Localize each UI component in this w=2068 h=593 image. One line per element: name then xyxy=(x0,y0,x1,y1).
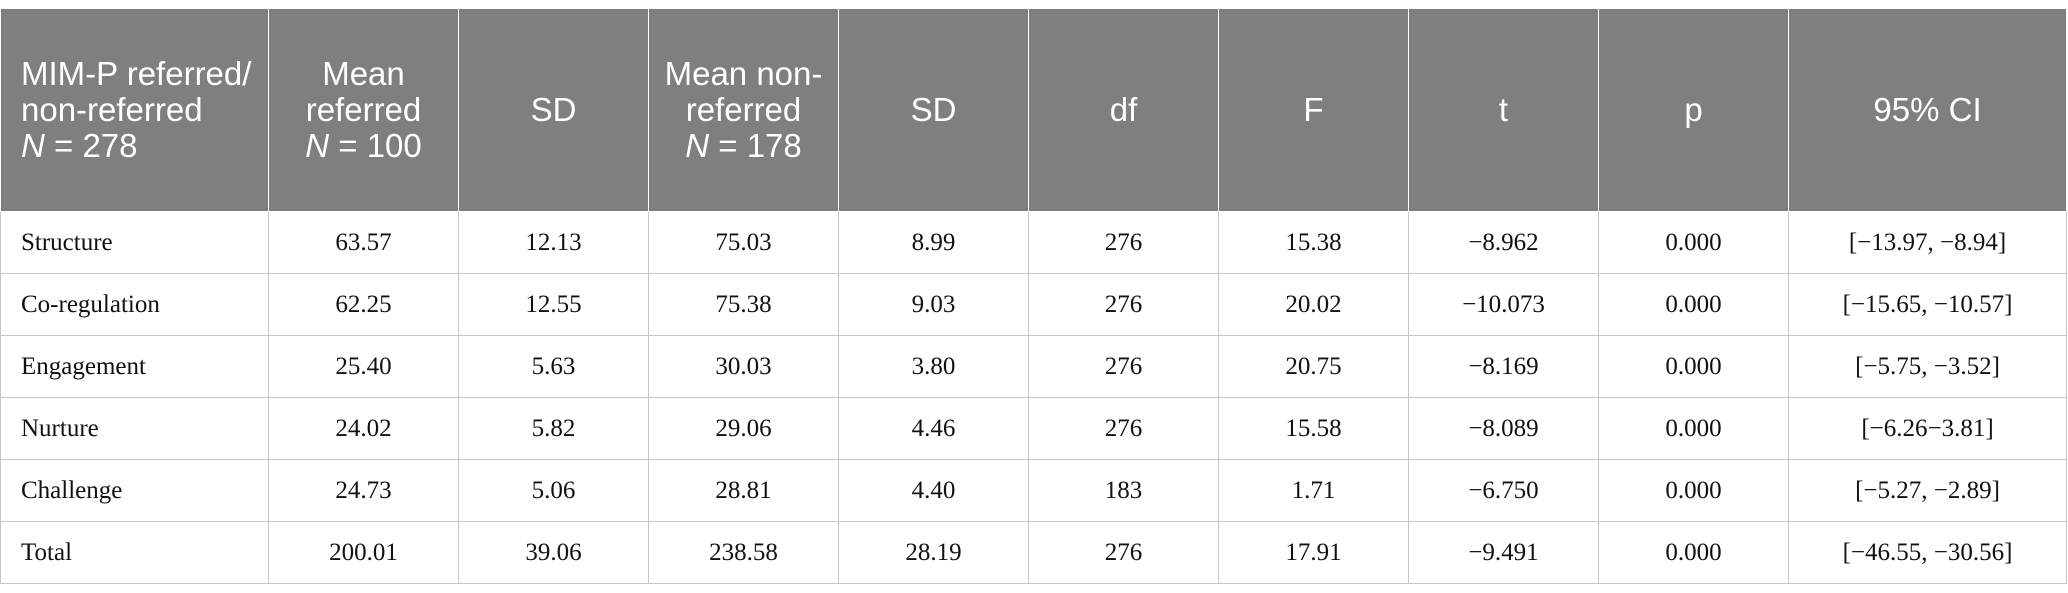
cell: 0.000 xyxy=(1598,397,1789,460)
cell: 30.03 xyxy=(648,335,839,398)
header-row: MIM-P referred/ non-referred N = 278 Mean … xyxy=(0,9,2067,212)
cell: 5.06 xyxy=(458,459,649,522)
cell: 25.40 xyxy=(268,335,459,398)
header-text: MIM-P referred/ non-referred xyxy=(21,55,252,128)
row-label: Nurture xyxy=(0,397,269,460)
header-text: p xyxy=(1684,91,1703,128)
header-cell: F xyxy=(1218,9,1409,212)
cell: −8.089 xyxy=(1408,397,1599,460)
cell: [−46.55, −30.56] xyxy=(1788,521,2067,584)
header-cell: MIM-P referred/ non-referred N = 278 xyxy=(0,9,269,212)
header-text: SD xyxy=(530,91,577,128)
results-table: MIM-P referred/ non-referred N = 278 Mean … xyxy=(0,9,2067,584)
header-text: F xyxy=(1303,91,1324,128)
header-text: Mean non-referred xyxy=(664,55,823,128)
cell: 17.91 xyxy=(1218,521,1409,584)
cell: 12.55 xyxy=(458,273,649,336)
header-text: SD xyxy=(910,91,957,128)
cell: 4.46 xyxy=(838,397,1029,460)
cell: 5.82 xyxy=(458,397,649,460)
table-row: Total 200.01 39.06 238.58 28.19 276 17.91 −9.49… xyxy=(0,521,2067,584)
header-cell: t xyxy=(1408,9,1599,212)
table-row: Nurture 24.02 5.82 29.06 4.46 276 15.58 −8.089 0… xyxy=(0,397,2067,460)
cell: 12.13 xyxy=(458,211,649,274)
cell: 0.000 xyxy=(1598,521,1789,584)
cell: −6.750 xyxy=(1408,459,1599,522)
cell: 75.38 xyxy=(648,273,839,336)
sample-size: = 278 xyxy=(54,127,138,164)
cell: 9.03 xyxy=(838,273,1029,336)
cell: 20.02 xyxy=(1218,273,1409,336)
cell: −8.962 xyxy=(1408,211,1599,274)
cell: 20.75 xyxy=(1218,335,1409,398)
sample-symbol: N xyxy=(21,127,45,164)
cell: [−5.75, −3.52] xyxy=(1788,335,2067,398)
cell: −8.169 xyxy=(1408,335,1599,398)
header-text: Mean referred xyxy=(305,55,422,128)
table-row: Challenge 24.73 5.06 28.81 4.40 183 1.71 −6.750… xyxy=(0,459,2067,522)
cell: 276 xyxy=(1028,273,1219,336)
cell: 28.19 xyxy=(838,521,1029,584)
cell: [−13.97, −8.94] xyxy=(1788,211,2067,274)
cell: 0.000 xyxy=(1598,273,1789,336)
row-label: Challenge xyxy=(0,459,269,522)
sample-symbol: N xyxy=(685,127,710,164)
cell: 183 xyxy=(1028,459,1219,522)
cell: 28.81 xyxy=(648,459,839,522)
cell: 276 xyxy=(1028,211,1219,274)
cell: 4.40 xyxy=(838,459,1029,522)
cell: [−6.26−3.81] xyxy=(1788,397,2067,460)
cell: 15.58 xyxy=(1218,397,1409,460)
row-label: Total xyxy=(0,521,269,584)
cell: 200.01 xyxy=(268,521,459,584)
cell: 8.99 xyxy=(838,211,1029,274)
table-row: Structure 63.57 12.13 75.03 8.99 276 15.38 −8.9… xyxy=(0,211,2067,274)
header-cell: p xyxy=(1598,9,1789,212)
cell: −10.073 xyxy=(1408,273,1599,336)
cell: −9.491 xyxy=(1408,521,1599,584)
cell: 276 xyxy=(1028,335,1219,398)
header-cell: Mean non-referred N = 178 xyxy=(648,9,839,212)
cell: 276 xyxy=(1028,521,1219,584)
table-wrapper: MIM-P referred/ non-referred N = 278 Mean … xyxy=(0,9,2067,584)
cell: 0.000 xyxy=(1598,459,1789,522)
cell: 62.25 xyxy=(268,273,459,336)
cell: 276 xyxy=(1028,397,1219,460)
cell: 0.000 xyxy=(1598,335,1789,398)
cell: 5.63 xyxy=(458,335,649,398)
cell: [−5.27, −2.89] xyxy=(1788,459,2067,522)
cell: 0.000 xyxy=(1598,211,1789,274)
row-label: Engagement xyxy=(0,335,269,398)
cell: 15.38 xyxy=(1218,211,1409,274)
table-row: Engagement 25.40 5.63 30.03 3.80 276 20.75 −8.1… xyxy=(0,335,2067,398)
cell: 24.02 xyxy=(268,397,459,460)
row-label: Structure xyxy=(0,211,269,274)
header-cell: 95% CI xyxy=(1788,9,2067,212)
sample-size: = 100 xyxy=(338,127,422,164)
cell: 29.06 xyxy=(648,397,839,460)
header-text: t xyxy=(1498,91,1509,128)
sample-size: = 178 xyxy=(718,127,802,164)
header-cell: SD xyxy=(838,9,1029,212)
header-text: df xyxy=(1109,91,1138,128)
cell: 39.06 xyxy=(458,521,649,584)
sample-symbol: N xyxy=(305,127,330,164)
table-body: Structure 63.57 12.13 75.03 8.99 276 15.38 −8.9… xyxy=(0,211,2067,584)
header-cell: df xyxy=(1028,9,1219,212)
cell: 63.57 xyxy=(268,211,459,274)
row-label: Co-regulation xyxy=(0,273,269,336)
header-cell: Mean referred N = 100 xyxy=(268,9,459,212)
cell: 24.73 xyxy=(268,459,459,522)
cell: 75.03 xyxy=(648,211,839,274)
header-text: 95% CI xyxy=(1873,91,1982,128)
cell: 238.58 xyxy=(648,521,839,584)
table-row: Co-regulation 62.25 12.55 75.38 9.03 276 20.02… xyxy=(0,273,2067,336)
header-cell: SD xyxy=(458,9,649,212)
cell: 1.71 xyxy=(1218,459,1409,522)
cell: 3.80 xyxy=(838,335,1029,398)
cell: [−15.65, −10.57] xyxy=(1788,273,2067,336)
